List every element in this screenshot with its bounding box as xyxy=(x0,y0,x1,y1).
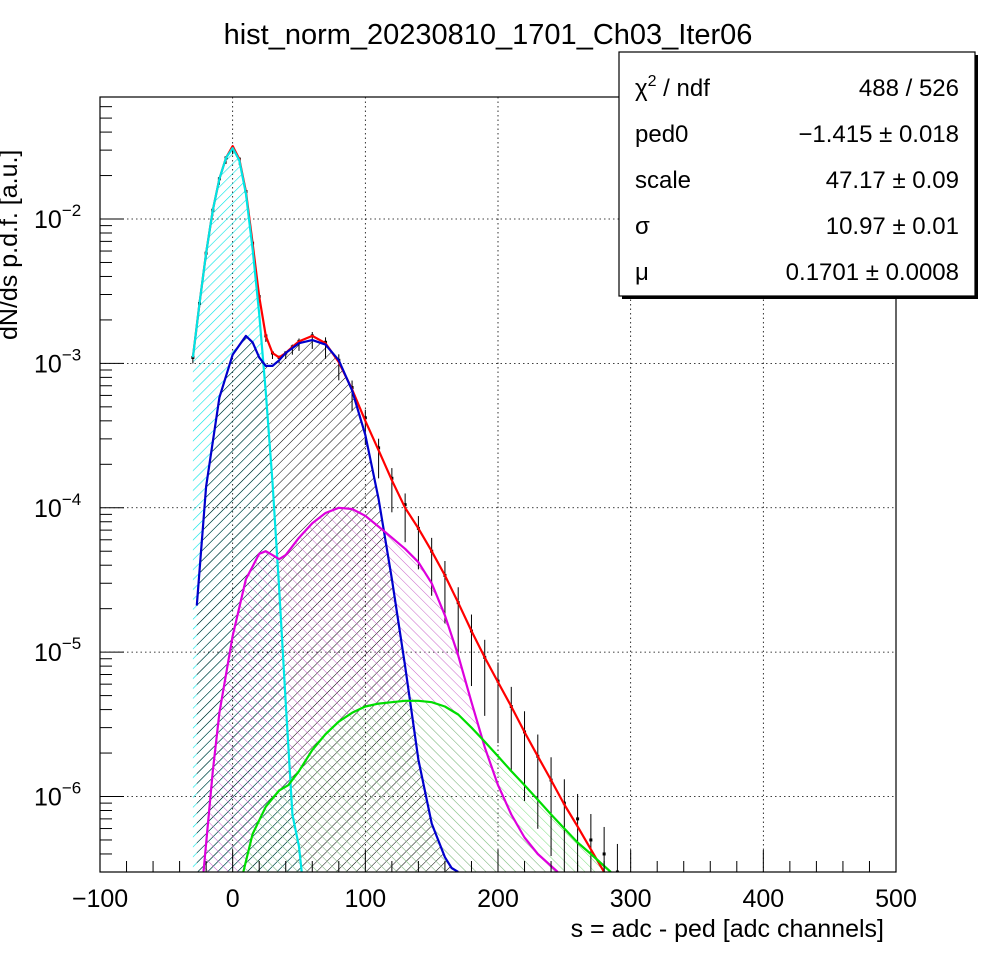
stats-value: −1.415 ± 0.018 xyxy=(798,121,959,148)
x-axis-label: s = adc - ped [adc channels] xyxy=(571,915,884,943)
stats-label: χ2 / ndf xyxy=(635,73,710,102)
x-tick-label: 200 xyxy=(477,885,519,913)
y-tick-label: 10−6 xyxy=(34,779,81,812)
x-tick-label: 300 xyxy=(610,885,652,913)
component-3pe-curve xyxy=(242,699,612,872)
x-tick-label: −100 xyxy=(72,885,128,913)
stats-label: scale xyxy=(635,167,691,194)
x-tick-label: 100 xyxy=(344,885,386,913)
component-fills xyxy=(192,148,611,872)
component-0pe-curve xyxy=(191,147,303,872)
component-2pe-curve xyxy=(202,506,559,872)
data-point xyxy=(403,503,407,507)
y-axis-label: dN/ds p.d.f. [a.u.] xyxy=(0,150,23,340)
fit-curves xyxy=(191,145,612,872)
stats-box: χ2 / ndf 488 / 526 ped0 −1.415 ± 0.018 scale… xyxy=(618,51,978,299)
chart-title: hist_norm_20230810_1701_Ch03_Iter06 xyxy=(224,19,753,51)
y-tick-label: 10−2 xyxy=(34,201,81,234)
stats-value: 47.17 ± 0.09 xyxy=(826,167,959,194)
stats-box-frame xyxy=(618,51,976,297)
x-axis: −100 0 100 200 300 400 500 xyxy=(72,850,917,913)
stats-label: ped0 xyxy=(635,121,688,148)
data-point xyxy=(602,852,606,856)
stats-value: 488 / 526 xyxy=(859,75,959,102)
data-point xyxy=(191,355,195,359)
y-tick-label: 10−4 xyxy=(34,490,81,523)
x-tick-label: 500 xyxy=(875,885,917,913)
x-tick-label: 0 xyxy=(226,885,240,913)
stats-value: 10.97 ± 0.01 xyxy=(826,213,959,240)
component-1pe-curve xyxy=(195,334,459,872)
data-point xyxy=(576,817,580,821)
stats-label: σ xyxy=(635,213,650,240)
x-tick-label: 400 xyxy=(742,885,784,913)
y-axis: 10−6 10−5 10−4 10−3 10−2 xyxy=(34,96,124,873)
stats-value: 0.1701 ± 0.0008 xyxy=(786,259,959,286)
y-tick-label: 10−3 xyxy=(34,345,81,378)
data-point xyxy=(589,838,593,842)
data-point xyxy=(363,416,367,420)
y-tick-label: 10−5 xyxy=(34,634,81,667)
data-point xyxy=(615,870,619,872)
stats-label: μ xyxy=(635,259,649,286)
